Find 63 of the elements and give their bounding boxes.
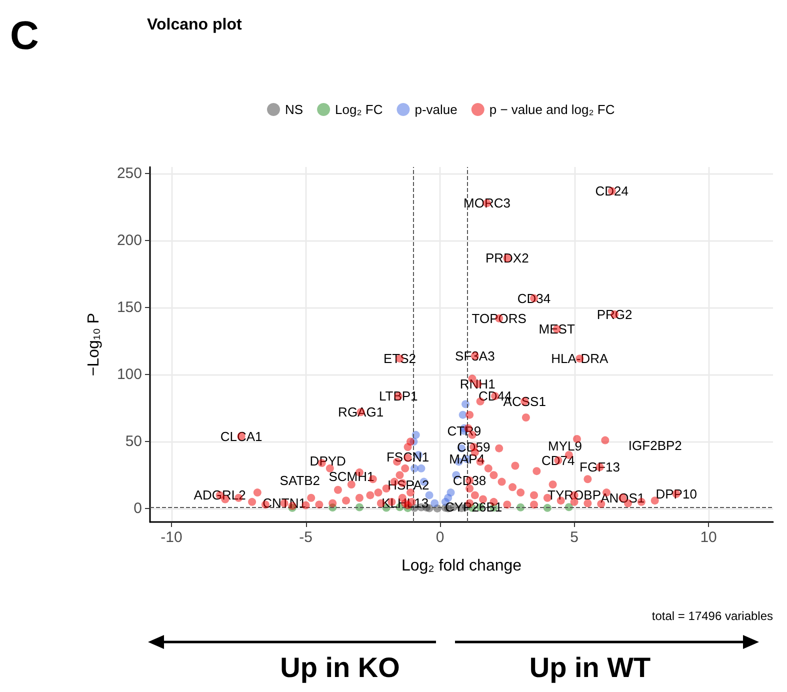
x-axis-title: Log₂ fold change xyxy=(401,558,522,574)
annotation: CD38 xyxy=(452,472,486,488)
annotation: ADGRL2 xyxy=(194,488,246,503)
annotation: CYP26B1 xyxy=(445,500,502,515)
annotation: DPP10 xyxy=(656,486,697,502)
point xyxy=(417,464,426,472)
annotation: SCMH1 xyxy=(328,468,374,484)
y-tick-label: 200 xyxy=(116,232,142,250)
annotation: DPYD xyxy=(310,454,346,469)
annotation: MEST xyxy=(538,322,575,337)
y-tick-label: 150 xyxy=(116,299,142,316)
annotation: CD59 xyxy=(456,439,490,454)
point xyxy=(543,504,552,512)
x-tick-label: 0 xyxy=(436,529,444,546)
annotation: PRG2 xyxy=(596,306,632,322)
annotation: FGF13 xyxy=(580,460,620,475)
point xyxy=(444,494,452,502)
text: C xyxy=(10,14,39,58)
text: total = 17496 variables xyxy=(652,609,774,623)
annotation: SATB2 xyxy=(280,472,320,488)
annotation: TOPORS xyxy=(472,310,527,326)
annotation: RGAG1 xyxy=(338,404,384,420)
annotation: RNH1 xyxy=(460,376,496,392)
annotation: LTBP1 xyxy=(379,388,418,404)
point xyxy=(458,410,467,419)
annotation: HSPA2 xyxy=(388,478,430,493)
annotation: ETS2 xyxy=(383,351,416,366)
x-tick-label: 10 xyxy=(700,529,717,546)
text: Up in WT xyxy=(529,652,651,684)
text: Up in KO xyxy=(280,652,400,684)
y-tick-label: 250 xyxy=(116,165,142,182)
legend-label: NS xyxy=(285,102,304,117)
annotation: MYL9 xyxy=(548,438,582,454)
legend-label: p − value and log₂ FC xyxy=(489,102,615,117)
annotation: CTR9 xyxy=(447,423,482,438)
legend-label: p-value xyxy=(414,102,458,117)
annotation: CD24 xyxy=(595,184,629,199)
annotation: FSCN1 xyxy=(386,449,430,464)
annotation: CD34 xyxy=(517,290,551,306)
annotation: MORC3 xyxy=(464,196,510,211)
y-tick-label: 50 xyxy=(125,433,142,450)
annotation: CLCA1 xyxy=(220,428,262,444)
legend-label: Log₂ FC xyxy=(335,102,383,117)
annotation: ANOS1 xyxy=(600,490,645,506)
annotation: PRDX2 xyxy=(485,250,529,266)
point xyxy=(425,491,434,500)
chart-title: Volcano plot xyxy=(147,16,242,34)
annotation: SF3A3 xyxy=(455,348,495,364)
x-tick-label: 5 xyxy=(570,529,578,546)
annotation: IGF2BP2 xyxy=(628,438,682,453)
annotation: CD74 xyxy=(542,452,575,468)
y-tick-label: 0 xyxy=(134,500,142,518)
annotation: TYROBP xyxy=(548,488,602,503)
annotation: MAP4 xyxy=(449,452,485,467)
annotation: HLA-DRA xyxy=(551,351,609,366)
annotation: CNTN1 xyxy=(262,496,306,511)
x-tick-label: -5 xyxy=(299,529,312,546)
point xyxy=(462,400,470,408)
y-axis-title: −Log₁₀ P xyxy=(86,312,102,376)
x-tick-label: -10 xyxy=(160,529,182,546)
point xyxy=(430,499,439,508)
annotation: KLHL13 xyxy=(382,496,429,511)
y-tick-label: 100 xyxy=(116,366,142,384)
